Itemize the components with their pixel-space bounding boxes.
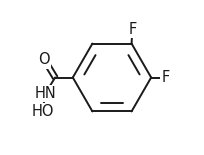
Text: HO: HO bbox=[32, 104, 54, 119]
Text: HN: HN bbox=[34, 86, 56, 101]
Text: F: F bbox=[128, 22, 136, 37]
Text: F: F bbox=[162, 70, 170, 85]
Text: O: O bbox=[39, 52, 50, 67]
